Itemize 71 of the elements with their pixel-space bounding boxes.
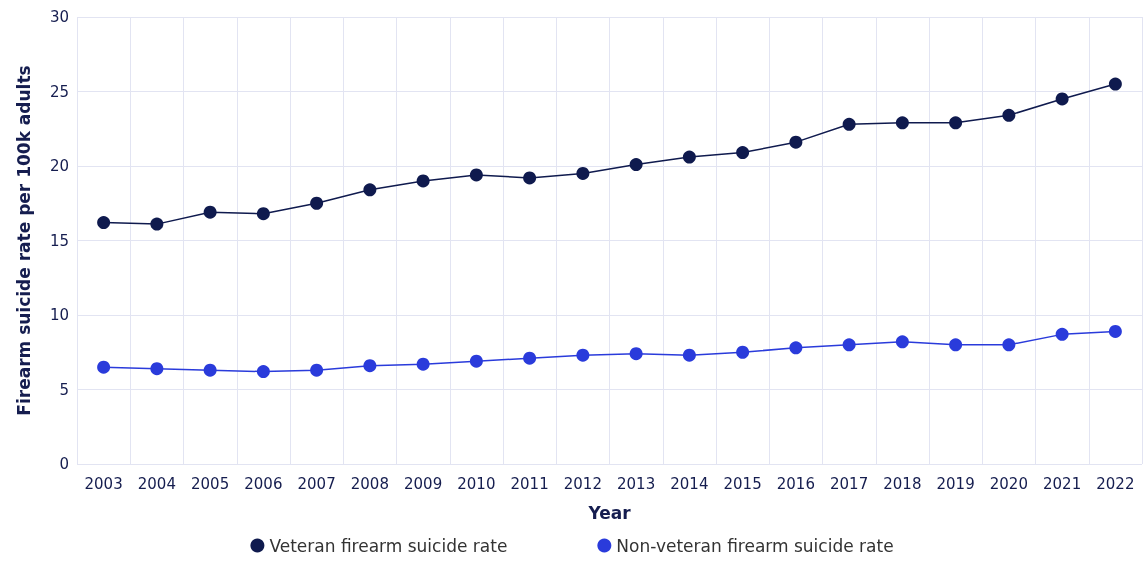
point <box>363 359 377 373</box>
point <box>523 351 537 365</box>
x-tick-label: 2010 <box>457 474 496 493</box>
point <box>1002 338 1016 352</box>
point <box>469 168 483 182</box>
y-tick-label: 25 <box>49 82 69 101</box>
x-tick-label: 2005 <box>191 474 230 493</box>
y-tick-label: 0 <box>59 455 69 473</box>
x-tick-label: 2015 <box>723 474 762 493</box>
point <box>576 348 590 362</box>
x-tick-label: 2021 <box>1043 474 1082 493</box>
point <box>842 338 856 352</box>
point <box>256 365 270 379</box>
point <box>949 116 963 130</box>
point <box>469 354 483 368</box>
point <box>1108 324 1122 338</box>
x-tick-label: 2012 <box>563 474 602 493</box>
point <box>256 207 270 221</box>
point <box>310 363 324 377</box>
point <box>842 117 856 131</box>
point <box>150 217 164 231</box>
point <box>416 357 430 371</box>
x-tick-label: 2022 <box>1096 474 1135 493</box>
point <box>682 348 696 362</box>
y-tick-label: 15 <box>49 231 69 250</box>
point <box>789 341 803 355</box>
x-tick-label: 2018 <box>883 474 922 493</box>
x-tick-label: 2008 <box>350 474 389 493</box>
x-axis-title: Year <box>587 502 632 523</box>
x-tick-label: 2017 <box>830 474 869 493</box>
point <box>523 171 537 185</box>
y-tick-label: 20 <box>49 157 69 175</box>
point <box>895 116 909 130</box>
point <box>629 158 643 172</box>
x-tick-label: 2006 <box>244 474 283 493</box>
point <box>1002 108 1016 122</box>
x-tick-label: 2009 <box>404 474 443 493</box>
x-tick-label: 2013 <box>617 474 656 493</box>
point <box>1055 92 1069 106</box>
point <box>576 166 590 180</box>
legend-label: Veteran firearm suicide rate <box>269 535 508 556</box>
x-tick-label: 2007 <box>297 474 336 493</box>
point <box>682 150 696 164</box>
legend-label: Non-veteran firearm suicide rate <box>616 535 894 556</box>
y-tick-label: 10 <box>49 306 69 324</box>
point <box>97 216 111 230</box>
point <box>1108 77 1122 91</box>
y-axis-title: Firearm suicide rate per 100k adults <box>13 65 34 416</box>
point <box>789 135 803 149</box>
x-tick-label: 2020 <box>989 474 1028 493</box>
point <box>949 338 963 352</box>
x-tick-label: 2003 <box>84 474 123 493</box>
x-tick-label: 2011 <box>510 474 549 493</box>
point <box>895 335 909 349</box>
point <box>1055 327 1069 341</box>
point <box>310 196 324 210</box>
point <box>150 362 164 376</box>
point <box>203 363 217 377</box>
x-tick-label: 2016 <box>776 474 815 493</box>
point <box>629 347 643 361</box>
point <box>363 183 377 197</box>
point <box>416 174 430 188</box>
x-tick-label: 2004 <box>137 474 176 493</box>
point <box>203 205 217 219</box>
y-tick-label: 5 <box>59 380 69 399</box>
x-tick-label: 2019 <box>936 474 975 493</box>
point <box>97 360 111 374</box>
point <box>736 146 750 160</box>
x-tick-label: 2014 <box>670 474 709 493</box>
y-tick-label: 30 <box>49 8 69 26</box>
point <box>736 345 750 359</box>
